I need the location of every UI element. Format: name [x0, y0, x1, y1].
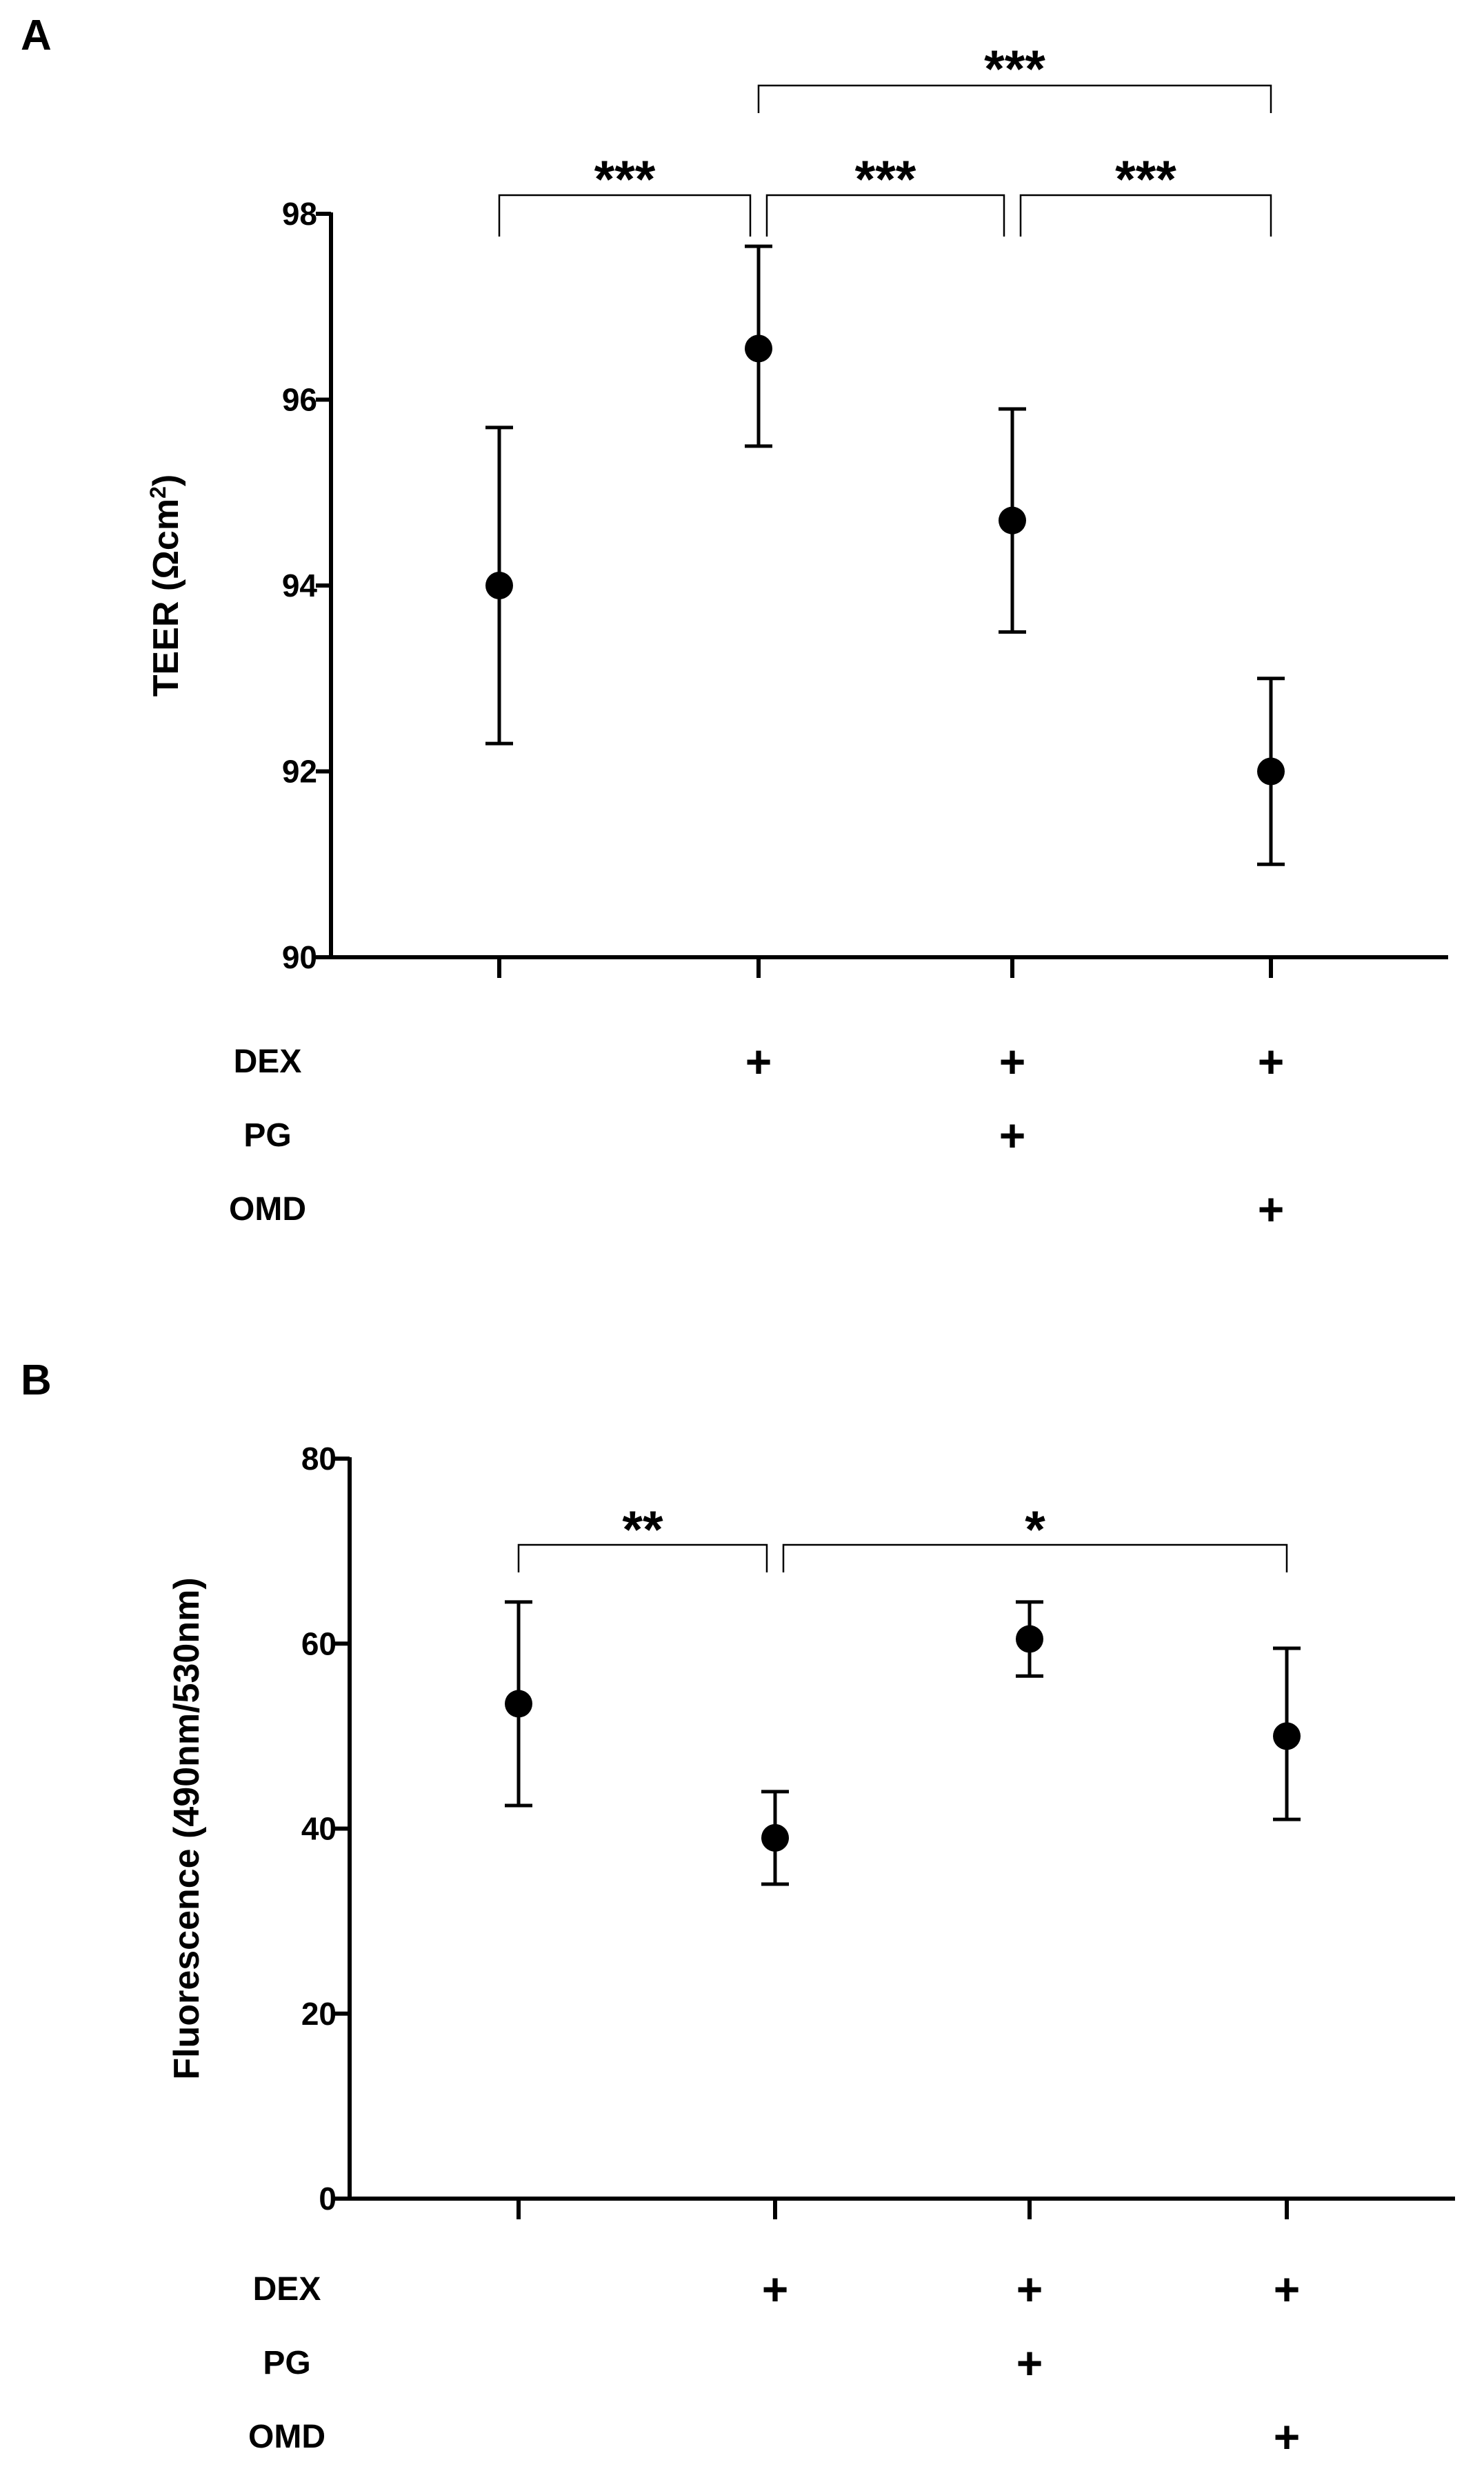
- panel-a-significance-label: ***: [1115, 150, 1176, 209]
- panel-a-data-point: [1257, 757, 1285, 786]
- panel-b-treatment-label-pg: PG: [263, 2345, 310, 2381]
- panel-b-data-point: [1273, 1722, 1301, 1750]
- panel-b-y-axis-label-main: Fluorescence (490nm/530nm): [167, 1577, 207, 2079]
- panel-a-y-tick-label: 96: [282, 382, 317, 418]
- panel-b-letter: B: [21, 1357, 52, 1404]
- panel-a-significance-label: ***: [594, 150, 656, 209]
- panel-a-y-axis-label: TEER (Ωcm2): [146, 474, 186, 697]
- panel-b-treatment-mark: +: [1016, 2263, 1043, 2314]
- panel-a-treatment-mark: +: [999, 1110, 1026, 1161]
- panel-a-treatment-mark: +: [1258, 1036, 1285, 1087]
- panel-a-y-axis-label-superscript: 2: [146, 486, 170, 499]
- panel-b-treatment-mark: +: [1274, 2263, 1301, 2314]
- panel-a-significance-label: ***: [855, 150, 916, 209]
- panel-a-treatment-mark: +: [999, 1036, 1026, 1087]
- panel-b-y-tick-label: 80: [301, 1441, 337, 1477]
- panel-b-y-axis-label: Fluorescence (490nm/530nm): [167, 1577, 207, 2079]
- panel-a-y-tick-label: 94: [282, 568, 318, 603]
- panel-a-y-tick-label: 98: [282, 196, 317, 232]
- panel-b-y-tick-label: 40: [301, 1811, 337, 1847]
- panel-a-y-tick-label: 92: [282, 754, 317, 790]
- panel-b-significance-label: **: [622, 1501, 663, 1559]
- panel-a-data-point: [999, 506, 1026, 534]
- panel-a-treatment-mark: +: [745, 1036, 772, 1087]
- panel-a-significance-bracket: [498, 194, 752, 237]
- panel-a-letter: A: [21, 12, 52, 59]
- panel-a-significance-bracket: [757, 84, 1272, 113]
- panel-b-treatment-mark: +: [762, 2263, 789, 2314]
- panel-a-y-tick-label: 90: [282, 939, 317, 975]
- panel-b-y-tick-label: 60: [301, 1626, 337, 1661]
- panel-a: A 90 92 94 96 98 TEER (Ωcm2) *** *** *** *** DEX + +…: [21, 12, 1448, 1234]
- panel-a-significance-label: ***: [984, 40, 1045, 99]
- panel-a-treatment-mark: +: [1258, 1183, 1285, 1234]
- panel-b-data-point: [761, 1823, 789, 1852]
- panel-a-treatment-label-omd: OMD: [229, 1191, 306, 1228]
- panel-b-treatment-mark: +: [1274, 2411, 1301, 2462]
- panel-b-data-point: [505, 1690, 532, 1718]
- panel-b-significance-label: *: [1025, 1501, 1045, 1559]
- panel-b-y-tick-label: 20: [301, 1996, 337, 2032]
- panel-a-data-point: [745, 334, 772, 363]
- panel-a-y-axis-label-main: TEER (Ωcm: [146, 499, 186, 697]
- panel-b-treatment-label-dex: DEX: [253, 2271, 321, 2308]
- panel-a-significance-bracket: [765, 194, 1005, 237]
- panel-a-data-point: [485, 572, 513, 599]
- panel-a-treatment-label-dex: DEX: [234, 1043, 302, 1080]
- panel-b-significance-bracket: [517, 1543, 768, 1572]
- panel-a-y-axis-label-end: ): [146, 474, 186, 486]
- panel-b-treatment-label-omd: OMD: [248, 2419, 325, 2455]
- panel-b-treatment-mark: +: [1016, 2337, 1043, 2388]
- panel-a-treatment-label-pg: PG: [243, 1117, 291, 1154]
- panel-b-significance-bracket: [782, 1543, 1288, 1572]
- panel-b-data-point: [1016, 1625, 1043, 1653]
- panel-a-significance-bracket: [1019, 194, 1272, 237]
- panel-b-y-tick-label: 0: [319, 2181, 337, 2217]
